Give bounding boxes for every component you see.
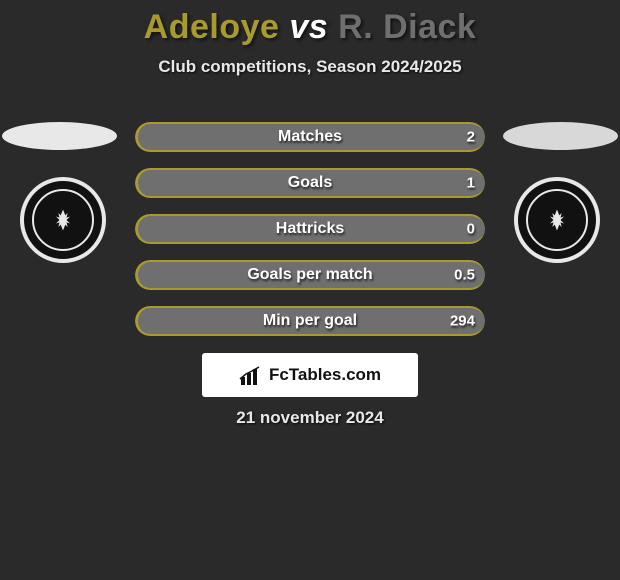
player1-club-crest bbox=[20, 177, 106, 263]
crest-inner bbox=[32, 189, 94, 251]
player1-photo-placeholder bbox=[2, 122, 117, 150]
stat-label: Goals bbox=[288, 174, 332, 192]
thistle-icon bbox=[543, 206, 571, 234]
thistle-icon bbox=[49, 206, 77, 234]
vs-label: vs bbox=[289, 8, 328, 46]
stat-label: Min per goal bbox=[263, 312, 357, 330]
stat-label: Hattricks bbox=[276, 220, 344, 238]
comparison-title: Adeloye vs R. Diack bbox=[0, 0, 620, 47]
stats-bars: Matches 2 Goals 1 Hattricks 0 Goals per match 0… bbox=[135, 122, 485, 352]
report-date: 21 november 2024 bbox=[0, 408, 620, 428]
player2-photo-placeholder bbox=[503, 122, 618, 150]
stat-value-right: 294 bbox=[450, 313, 475, 330]
stat-row: Goals per match 0.5 bbox=[135, 260, 485, 290]
stat-row: Min per goal 294 bbox=[135, 306, 485, 336]
stat-value-right: 0.5 bbox=[454, 267, 475, 284]
subtitle: Club competitions, Season 2024/2025 bbox=[0, 57, 620, 77]
stat-row: Hattricks 0 bbox=[135, 214, 485, 244]
stat-label: Matches bbox=[278, 128, 342, 146]
stat-row: Matches 2 bbox=[135, 122, 485, 152]
source-attribution: FcTables.com bbox=[202, 353, 418, 397]
player1-name: Adeloye bbox=[144, 8, 280, 46]
source-name: FcTables.com bbox=[269, 365, 381, 385]
stat-value-right: 0 bbox=[467, 221, 475, 238]
stat-value-right: 1 bbox=[467, 175, 475, 192]
player2-name: R. Diack bbox=[338, 8, 476, 46]
player2-club-crest bbox=[514, 177, 600, 263]
stat-row: Goals 1 bbox=[135, 168, 485, 198]
bar-chart-icon bbox=[239, 365, 263, 385]
stat-value-right: 2 bbox=[467, 129, 475, 146]
crest-inner bbox=[526, 189, 588, 251]
stat-label: Goals per match bbox=[247, 266, 372, 284]
